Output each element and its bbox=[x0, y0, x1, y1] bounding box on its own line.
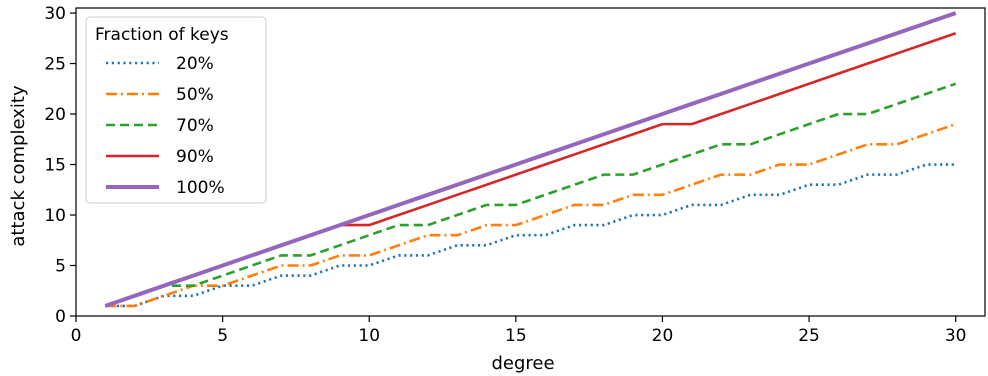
legend-label-20pct: 20% bbox=[176, 54, 214, 74]
x-tick-label: 25 bbox=[798, 326, 820, 346]
legend: Fraction of keys 20% 50% 70% 90% 100% bbox=[85, 16, 267, 204]
x-tick-label: 20 bbox=[652, 326, 674, 346]
y-axis-label: attack complexity bbox=[8, 85, 29, 247]
y-tick-label: 0 bbox=[55, 307, 66, 327]
y-tick-label: 15 bbox=[44, 156, 66, 176]
plot-frame bbox=[75, 7, 986, 317]
legend-label-100pct: 100% bbox=[176, 178, 225, 198]
axes bbox=[75, 7, 986, 317]
legend-title: Fraction of keys bbox=[95, 25, 229, 45]
x-tick-label: 10 bbox=[358, 326, 380, 346]
legend-label-90pct: 90% bbox=[176, 147, 214, 167]
x-tick-label: 0 bbox=[71, 326, 82, 346]
x-tick-label: 15 bbox=[505, 326, 527, 346]
y-tick-label: 10 bbox=[44, 206, 66, 226]
legend-label-70pct: 70% bbox=[176, 116, 214, 136]
y-tick-label: 25 bbox=[44, 55, 66, 75]
legend-items: 20% 50% 70% 90% 100% bbox=[106, 54, 225, 198]
x-tick-label: 5 bbox=[217, 326, 228, 346]
y-tick-label: 5 bbox=[55, 257, 66, 277]
series-lines bbox=[104, 11, 957, 308]
y-tick-label: 30 bbox=[44, 4, 66, 24]
x-tick-label: 30 bbox=[945, 326, 967, 346]
series-line-70pct bbox=[104, 82, 957, 308]
series-line-20pct bbox=[105, 163, 956, 308]
axis-ticks: 0 5 10 15 20 25 30 0 5 10 15 20 25 30 bbox=[44, 4, 966, 346]
x-axis-label: degree bbox=[491, 353, 554, 374]
series-line-100pct bbox=[104, 11, 957, 308]
y-tick-label: 20 bbox=[44, 105, 66, 125]
legend-label-50pct: 50% bbox=[176, 85, 214, 105]
